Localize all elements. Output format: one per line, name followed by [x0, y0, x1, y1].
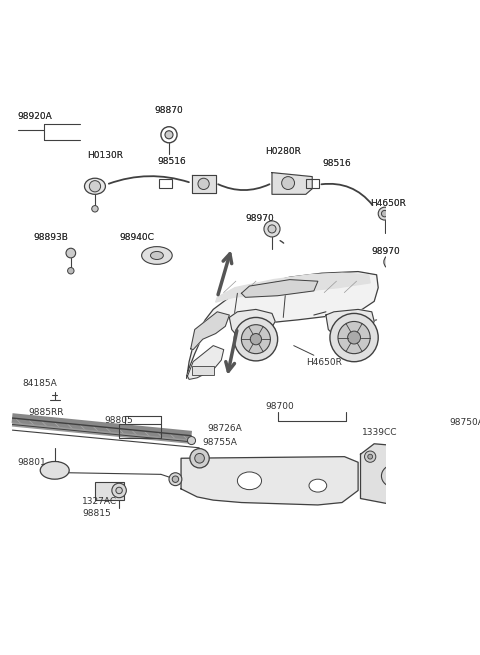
Ellipse shape — [142, 247, 172, 265]
Text: 9885RR: 9885RR — [28, 408, 64, 417]
Circle shape — [368, 455, 372, 459]
Polygon shape — [216, 273, 370, 302]
Text: 98893B: 98893B — [34, 233, 69, 242]
Circle shape — [198, 178, 209, 189]
Circle shape — [338, 322, 370, 354]
Text: 98970: 98970 — [372, 247, 400, 255]
Polygon shape — [191, 312, 229, 350]
Bar — [95, 483, 124, 500]
Circle shape — [264, 221, 280, 237]
Text: 98920A: 98920A — [18, 112, 52, 121]
Polygon shape — [188, 346, 224, 379]
Circle shape — [172, 476, 179, 483]
Circle shape — [188, 436, 195, 445]
Text: H0280R: H0280R — [265, 147, 301, 156]
Text: 98516: 98516 — [322, 159, 350, 168]
Text: 98755A: 98755A — [203, 438, 238, 447]
Circle shape — [92, 206, 98, 212]
Text: 98801: 98801 — [18, 458, 47, 467]
Circle shape — [388, 259, 394, 265]
Circle shape — [66, 248, 76, 258]
Polygon shape — [326, 309, 374, 337]
Text: 98516: 98516 — [158, 157, 186, 166]
Text: 98726A: 98726A — [208, 424, 242, 434]
Polygon shape — [425, 441, 480, 513]
Circle shape — [268, 225, 276, 233]
Circle shape — [364, 451, 376, 462]
Circle shape — [250, 333, 262, 345]
Text: 84185A: 84185A — [23, 379, 57, 388]
Text: 98516: 98516 — [158, 157, 186, 166]
Text: 98750A: 98750A — [449, 418, 480, 427]
Text: 1339CC: 1339CC — [362, 428, 397, 437]
Text: 98700: 98700 — [265, 402, 294, 411]
Polygon shape — [360, 444, 419, 505]
Ellipse shape — [309, 479, 327, 492]
Circle shape — [112, 483, 126, 498]
Ellipse shape — [388, 470, 401, 481]
Ellipse shape — [84, 178, 106, 195]
Text: 98893B: 98893B — [34, 233, 69, 242]
Ellipse shape — [40, 462, 69, 479]
Circle shape — [348, 331, 360, 344]
Text: 98970: 98970 — [245, 214, 274, 223]
Text: 1327AC: 1327AC — [82, 497, 117, 506]
Polygon shape — [272, 172, 312, 195]
Polygon shape — [192, 175, 216, 193]
Text: 98940C: 98940C — [119, 233, 154, 242]
Circle shape — [190, 449, 209, 468]
Ellipse shape — [238, 472, 262, 490]
Circle shape — [68, 267, 74, 274]
Circle shape — [195, 453, 204, 463]
Text: 98940C: 98940C — [119, 233, 154, 242]
Text: 98516: 98516 — [322, 159, 350, 168]
Circle shape — [241, 325, 270, 354]
Bar — [119, 424, 161, 438]
Text: H4650R: H4650R — [370, 199, 406, 208]
Bar — [192, 365, 214, 375]
Text: 98870: 98870 — [155, 106, 183, 115]
Circle shape — [378, 207, 391, 220]
Ellipse shape — [382, 464, 407, 487]
Text: 98870: 98870 — [155, 106, 183, 115]
Text: H4650R: H4650R — [370, 199, 406, 208]
Text: 98815: 98815 — [82, 509, 111, 518]
Bar — [306, 179, 319, 188]
Polygon shape — [241, 280, 318, 297]
Text: 98970: 98970 — [372, 247, 400, 255]
Text: H0130R: H0130R — [87, 151, 123, 160]
Polygon shape — [229, 309, 275, 339]
Text: H0130R: H0130R — [87, 151, 123, 160]
Circle shape — [382, 210, 388, 217]
Text: H4650R: H4650R — [306, 358, 342, 367]
Polygon shape — [181, 457, 358, 505]
Circle shape — [442, 460, 452, 470]
Ellipse shape — [151, 252, 163, 259]
Circle shape — [330, 313, 378, 362]
Text: H0280R: H0280R — [265, 147, 301, 156]
Text: 98805: 98805 — [105, 417, 133, 425]
Circle shape — [234, 318, 277, 361]
Circle shape — [116, 487, 122, 494]
Polygon shape — [187, 272, 378, 378]
Circle shape — [384, 255, 398, 269]
Text: 98970: 98970 — [245, 214, 274, 223]
Circle shape — [165, 131, 173, 139]
Circle shape — [89, 181, 101, 192]
Circle shape — [169, 473, 182, 485]
Text: 98920A: 98920A — [18, 112, 52, 121]
Circle shape — [282, 177, 295, 189]
Bar — [159, 179, 172, 188]
